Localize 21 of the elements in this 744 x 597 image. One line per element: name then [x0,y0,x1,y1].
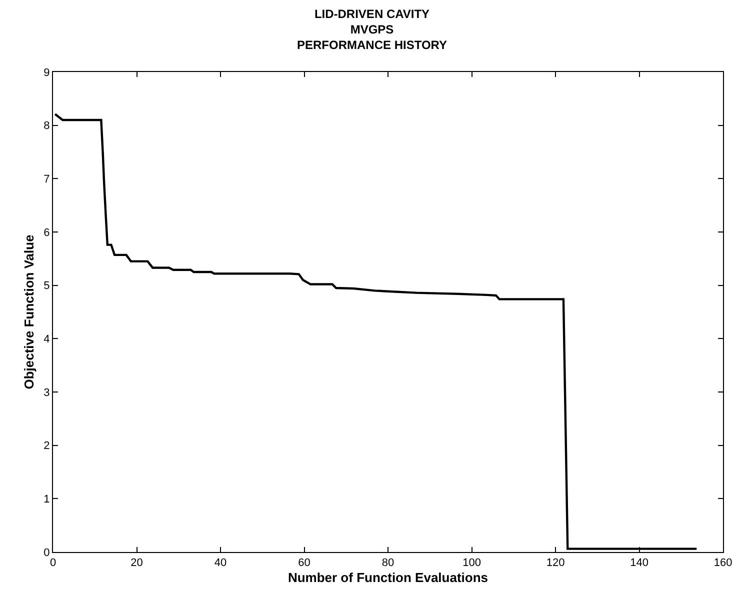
y-tick-label: 0 [44,546,50,559]
chart-title: LID-DRIVEN CAVITY MVGPS PERFORMANCE HISTORY [296,6,448,52]
x-axis-title: Number of Function Evaluations [288,570,488,585]
y-tick-label: 9 [44,66,50,79]
x-tick-label: 160 [714,557,732,570]
x-tick-label: 20 [130,557,143,570]
y-tick-label: 1 [44,494,50,506]
y-tick-label: 4 [44,334,50,346]
x-tick-label: 100 [462,557,481,570]
x-tick-label: 40 [214,557,227,570]
y-tick-label: 8 [44,120,50,132]
x-tick-label: 140 [630,557,648,570]
y-tick-label: 7 [44,174,50,186]
x-tick-label: 60 [298,557,310,570]
y-tick-label: 5 [44,280,50,292]
y-tick-label: 2 [44,440,50,452]
y-axis-title: Objective Function Value [22,234,37,390]
x-tick-label: 80 [382,557,394,570]
y-tick-label: 3 [44,386,50,399]
x-tick-label: 120 [546,557,565,570]
y-tick-label: 6 [44,226,50,239]
